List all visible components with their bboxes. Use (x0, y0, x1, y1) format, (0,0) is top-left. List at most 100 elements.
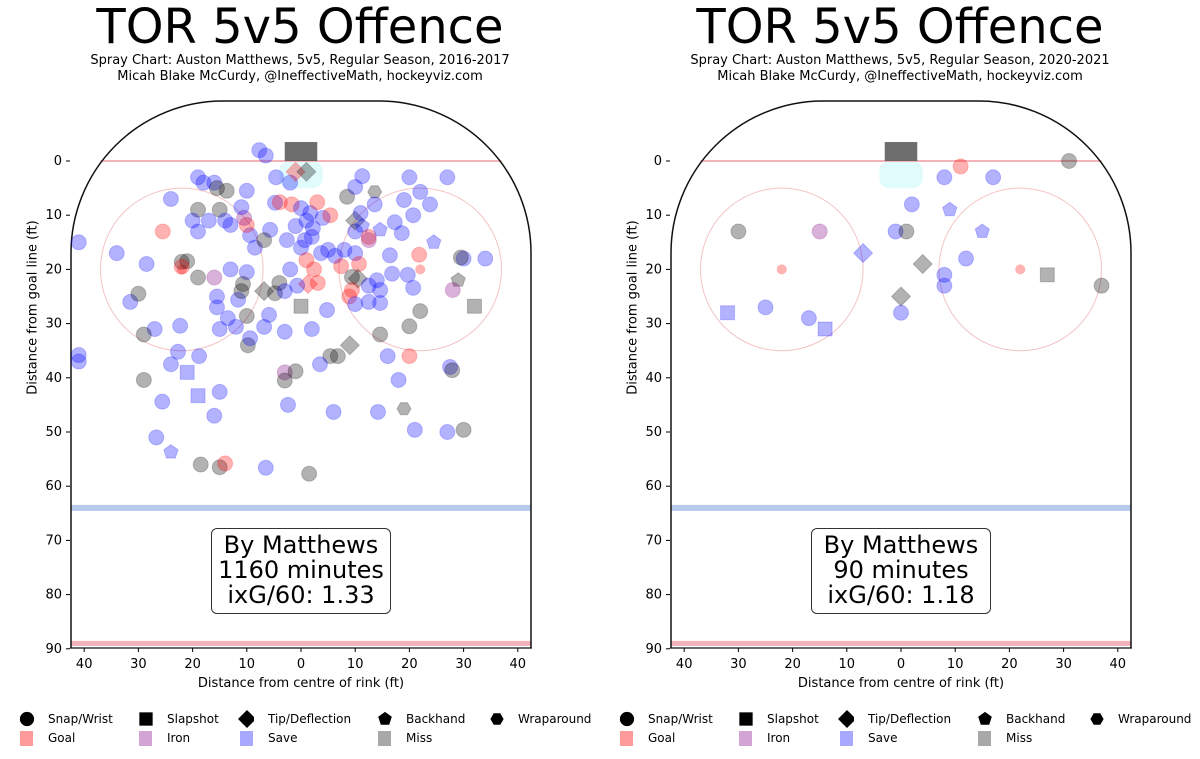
chart-credit: Micah Blake McCurdy, @IneffectiveMath, h… (117, 69, 483, 84)
shot-slapshot-save (190, 388, 206, 404)
shot-snap-wrist-save (401, 169, 418, 186)
legend-item-backhand: Backhand (976, 710, 1065, 728)
shot-snap-wrist-miss (173, 253, 190, 270)
shot-snap-wrist-save (169, 343, 186, 360)
shot-snap-wrist-save (200, 212, 217, 229)
x-tick-label: 20 (1001, 657, 1018, 672)
miss-swatch-icon (376, 730, 392, 746)
shot-snap-wrist-goal (298, 252, 315, 269)
backhand-marker-icon (376, 711, 392, 727)
shot-tip-deflection-miss (912, 253, 933, 275)
shot-snap-wrist-save (206, 174, 223, 191)
shot-snap-wrist-save (893, 304, 909, 321)
legend-item-backhand: Backhand (376, 710, 465, 728)
shot-slapshot-save (720, 305, 736, 321)
legend-label: Goal (648, 731, 676, 745)
faceoff-dot (176, 264, 187, 275)
shot-snap-wrist-save (985, 169, 1002, 186)
shot-snap-wrist-save (162, 190, 179, 207)
chart-subtitle: Spray Chart: Auston Matthews, 5v5, Regul… (90, 53, 510, 68)
y-tick-label: 80 (45, 588, 62, 603)
x-tick-label: 20 (784, 657, 801, 672)
y-tick-label: 90 (645, 642, 662, 657)
shot-tip-deflection-miss (344, 210, 366, 231)
shot-snap-wrist-goal (217, 455, 234, 472)
shot-snap-wrist-goal (238, 216, 255, 233)
shot-snap-wrist-save (439, 169, 456, 186)
x-axis-label: Distance from centre of rink (ft) (197, 676, 405, 691)
shot-snap-wrist-save (936, 277, 953, 294)
shot-snap-wrist-save (191, 348, 208, 365)
y-tick-label: 0 (54, 154, 62, 169)
shot-snap-wrist-save (936, 266, 953, 283)
shot-snap-wrist-save (206, 407, 223, 424)
y-tick-label: 30 (45, 317, 62, 332)
y-axis-label: Distance from goal line (ft) (25, 220, 41, 395)
shot-snap-wrist-iron (811, 223, 828, 240)
shot-snap-wrist-save (347, 245, 364, 262)
x-tick-label: 10 (239, 657, 256, 672)
faceoff-circle (699, 187, 864, 352)
shot-snap-wrist-save (360, 277, 377, 294)
shot-backhand-save (942, 201, 958, 217)
shot-snap-wrist-miss (372, 326, 389, 343)
shot-snap-wrist-save (303, 321, 320, 338)
shot-snap-wrist-save (257, 459, 274, 476)
shot-snap-wrist-save (172, 317, 189, 334)
shot-snap-wrist-miss (135, 371, 152, 388)
shot-snap-wrist-save (222, 216, 239, 233)
shot-slapshot-save (817, 321, 833, 337)
shot-snap-wrist-goal (350, 255, 367, 272)
legend-label: Snap/Wrist (648, 712, 713, 726)
shot-snap-wrist-iron (276, 364, 293, 381)
y-tick-label: 80 (645, 588, 662, 603)
shot-snap-wrist-save (222, 261, 239, 278)
x-tick-label: 40 (510, 657, 527, 672)
shot-tip-deflection-goal (285, 161, 306, 183)
shot-snap-wrist-goal (401, 348, 418, 365)
shot-snap-wrist-save (287, 218, 304, 235)
shot-snap-wrist-save (379, 348, 396, 365)
summary-annotation: By Matthews 1160 minutes ixG/60: 1.33 (211, 528, 391, 614)
rink-boards (670, 100, 1132, 648)
y-tick-label: 60 (45, 479, 62, 494)
net (284, 142, 318, 161)
shot-snap-wrist-iron (236, 209, 253, 226)
shot-snap-wrist-miss (211, 459, 228, 476)
shot-slapshot-miss (1039, 267, 1055, 283)
shot-snap-wrist-save (360, 293, 377, 310)
shot-snap-wrist-save (302, 205, 319, 222)
shot-snap-wrist-miss (130, 285, 147, 302)
shot-snap-wrist-goal (333, 258, 350, 275)
shot-snap-wrist-save (958, 250, 975, 267)
legend-item-goal: Goal (618, 729, 675, 747)
y-tick-label: 40 (645, 371, 662, 386)
shot-backhand-save (426, 234, 442, 249)
rink-boards (70, 100, 532, 648)
shot-snap-wrist-save (238, 182, 255, 199)
shot-snap-wrist-save (219, 310, 236, 327)
legend-label: Backhand (406, 712, 466, 726)
legend-label: Save (868, 731, 898, 745)
goal-crease (879, 161, 923, 189)
shot-snap-wrist-save (276, 323, 293, 340)
legend-item-snap-wrist: Snap/Wrist (618, 710, 713, 728)
legend-label: Tip/Deflection (868, 712, 952, 726)
shot-snap-wrist-save (257, 147, 274, 164)
shot-snap-wrist-save (296, 232, 313, 249)
legend-item-save: Save (838, 729, 897, 747)
shot-snap-wrist-save (289, 277, 306, 294)
shot-snap-wrist-save (347, 296, 364, 313)
x-tick-label: 40 (676, 657, 693, 672)
annotation-player: By Matthews (823, 531, 979, 559)
slapshot-marker-icon (137, 711, 153, 727)
shot-snap-wrist-save (384, 265, 401, 282)
shot-snap-wrist-save (347, 179, 364, 196)
shot-snap-wrist-miss (266, 285, 283, 302)
legend-item-miss: Miss (376, 729, 432, 747)
legend-label: Snap/Wrist (48, 712, 113, 726)
save-swatch-icon (238, 730, 254, 746)
legend-item-tip-deflection: Tip/Deflection (838, 710, 951, 728)
shot-snap-wrist-miss (401, 318, 418, 335)
shot-snap-wrist-save (406, 421, 423, 438)
